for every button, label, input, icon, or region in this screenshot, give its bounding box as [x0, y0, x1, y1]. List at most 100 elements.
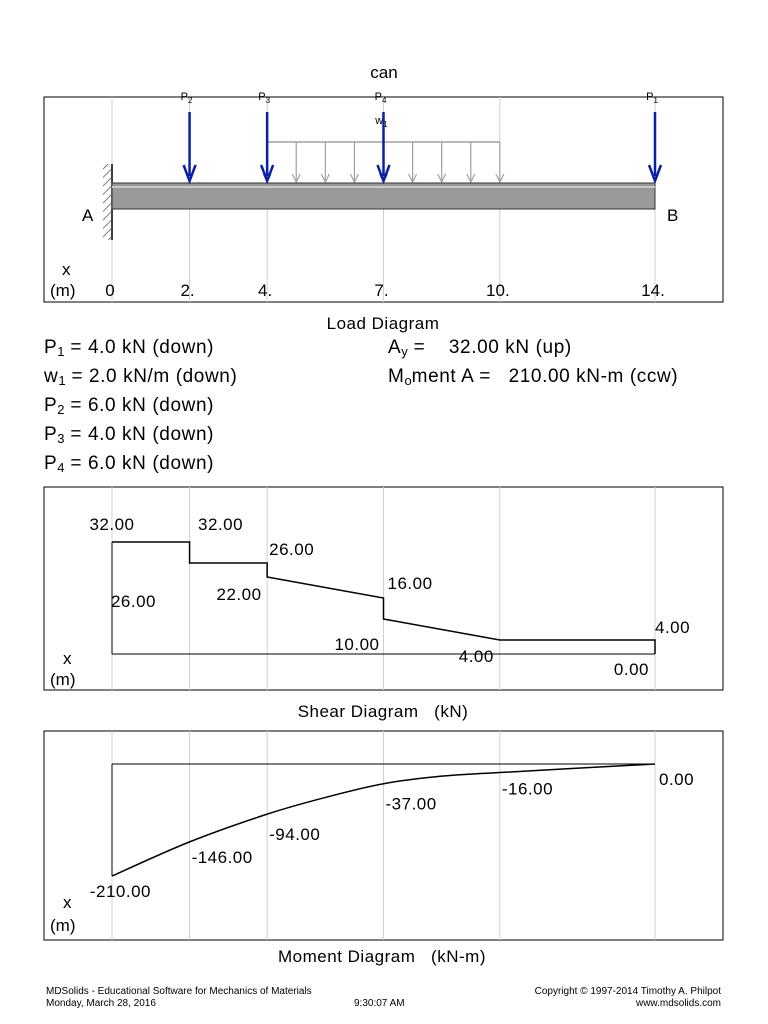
footer-time: 9:30:07 AM — [354, 998, 405, 1009]
shear-value-label: 16.00 — [388, 574, 433, 593]
point-load-label-sub: 3 — [266, 96, 271, 105]
load-symbol: P — [44, 337, 58, 358]
moment-value-label: -146.00 — [192, 848, 253, 867]
footer-software: MDSolids - Educational Software for Mech… — [46, 986, 312, 997]
shear-value-label: 4.00 — [655, 618, 690, 637]
shear-value-label: 22.00 — [217, 585, 262, 604]
shear-value-label: 32.00 — [198, 515, 243, 534]
reactions-list: Ay = 32.00 kN (up) Moment A = 210.00 kN-m… — [388, 335, 678, 393]
moment-value-label: 0.00 — [659, 770, 694, 789]
reaction-symbol-sub: y — [401, 344, 408, 359]
shear-value-label: 4.00 — [459, 647, 494, 666]
point-load-label-sub: 2 — [188, 96, 193, 105]
footer-copyright: Copyright © 1997-2014 Timothy A. Philpot — [534, 986, 721, 997]
load-symbol: w — [44, 366, 59, 387]
point-load-label-sub: 4 — [382, 96, 387, 105]
shear-value-label: 32.00 — [89, 515, 134, 534]
distributed-load-arrowhead — [408, 173, 418, 184]
reaction-row: Moment A = 210.00 kN-m (ccw) — [388, 364, 678, 393]
reaction-value: = 32.00 kN (up) — [407, 337, 572, 358]
distributed-load-arrowhead — [466, 173, 476, 184]
axis-tick-label: 10. — [486, 281, 510, 300]
load-axis-ticks: 0 2. 4. 7. 10. 14. — [105, 281, 665, 300]
moment-axis-x-label: x — [63, 893, 72, 912]
moment-value-labels: -210.00 -146.00 -94.00 -37.00 -16.00 0.00 — [90, 770, 694, 901]
shear-diagram-caption: Shear Diagram (kN) — [298, 702, 469, 721]
moment-value-label: -37.00 — [386, 795, 437, 814]
moment-value-label: -94.00 — [269, 825, 320, 844]
load-symbol: P — [44, 424, 58, 445]
moment-diagram-caption: Moment Diagram (kN-m) — [278, 947, 486, 966]
load-row: P1 = 4.0 kN (down) — [44, 335, 237, 364]
axis-tick-label: 4. — [258, 281, 272, 300]
point-load-arrowhead — [259, 164, 275, 185]
load-value: = 6.0 kN (down) — [64, 453, 215, 474]
reaction-symbol-sub: o — [404, 373, 412, 388]
distributed-load-arrowhead — [495, 173, 505, 184]
load-row: P3 = 4.0 kN (down) — [44, 422, 237, 451]
reaction-row: Ay = 32.00 kN (up) — [388, 335, 678, 364]
load-diagram: w1 P1 P2 P3 P4 A B x (m) 0 2. 4. 7. 10. 14. — [43, 91, 724, 303]
load-value: = 2.0 kN/m (down) — [65, 366, 238, 387]
moment-value-label: -16.00 — [502, 780, 553, 799]
load-row: P4 = 6.0 kN (down) — [44, 451, 237, 480]
support-label-b: B — [667, 206, 678, 225]
reaction-symbol: M — [388, 366, 405, 387]
moment-axis-unit-label: (m) — [50, 916, 75, 935]
load-row: w1 = 2.0 kN/m (down) — [44, 364, 237, 393]
load-value: = 6.0 kN (down) — [64, 395, 215, 416]
load-row: P2 = 6.0 kN (down) — [44, 393, 237, 422]
shear-axis-x-label: x — [63, 649, 72, 668]
distributed-load-label: w1 — [374, 115, 388, 129]
shear-value-label: 10.00 — [334, 635, 379, 654]
load-axis-x-label: x — [62, 260, 71, 279]
load-symbol-sub: 1 — [58, 373, 66, 388]
shear-diagram: 32.00 26.00 32.00 22.00 26.00 16.00 10.00 4.00 4… — [43, 486, 724, 691]
point-load-label: P4 — [375, 91, 387, 105]
point-loads: P1 P2 P3 P4 — [181, 91, 663, 185]
distributed-load-label-sub: 1 — [383, 120, 388, 129]
shear-line — [112, 541, 656, 654]
load-symbol: P — [44, 395, 58, 416]
load-symbol-sub: 1 — [57, 344, 65, 359]
axis-tick-label: 2. — [180, 281, 194, 300]
moment-gridlines — [111, 731, 656, 940]
axis-tick-label: 7. — [374, 281, 388, 300]
shear-gridlines — [111, 487, 656, 690]
load-symbol-sub: 4 — [57, 460, 65, 475]
distributed-load-arrowhead — [349, 173, 359, 184]
point-load-label-sub: 1 — [653, 96, 658, 105]
fixed-wall-hatch — [103, 164, 111, 240]
load-axis-unit-label: (m) — [50, 281, 75, 300]
shear-axis-unit-label: (m) — [50, 670, 75, 689]
point-load-label: P2 — [181, 91, 193, 105]
point-load-arrowhead — [376, 164, 391, 185]
shear-value-label: 26.00 — [269, 540, 314, 559]
distributed-load-arrowhead — [291, 173, 301, 184]
load-symbol-sub: 2 — [57, 402, 65, 417]
point-load-arrowhead — [182, 164, 197, 185]
load-diagram-caption: Load Diagram — [327, 314, 440, 333]
point-load-arrowhead — [647, 164, 663, 185]
footer-date: Monday, March 28, 2016 — [46, 998, 156, 1009]
load-value: = 4.0 kN (down) — [64, 424, 215, 445]
load-symbol: P — [44, 453, 58, 474]
point-load-label: P1 — [646, 91, 658, 105]
point-load-label: P3 — [258, 91, 270, 105]
axis-tick-label: 0 — [105, 281, 114, 300]
shear-value-label: 26.00 — [111, 592, 156, 611]
reaction-value: ment A = 210.00 kN-m (ccw) — [411, 366, 679, 387]
applied-loads-list: P1 = 4.0 kN (down) w1 = 2.0 kN/m (down) P2… — [44, 335, 237, 480]
moment-diagram: -210.00 -146.00 -94.00 -37.00 -16.00 0.00 x (… — [43, 730, 724, 941]
diagram-title: can — [370, 63, 397, 82]
distributed-load-arrowhead — [437, 173, 447, 184]
load-value: = 4.0 kN (down) — [64, 337, 215, 358]
shear-value-labels: 32.00 26.00 32.00 22.00 26.00 16.00 10.00 4.00 4… — [89, 515, 690, 679]
moment-value-label: -210.00 — [90, 882, 151, 901]
support-label-a: A — [82, 206, 94, 225]
reaction-symbol: A — [388, 337, 402, 358]
moment-curve — [111, 763, 656, 877]
distributed-load-arrowhead — [320, 173, 330, 184]
load-symbol-sub: 3 — [57, 431, 65, 446]
